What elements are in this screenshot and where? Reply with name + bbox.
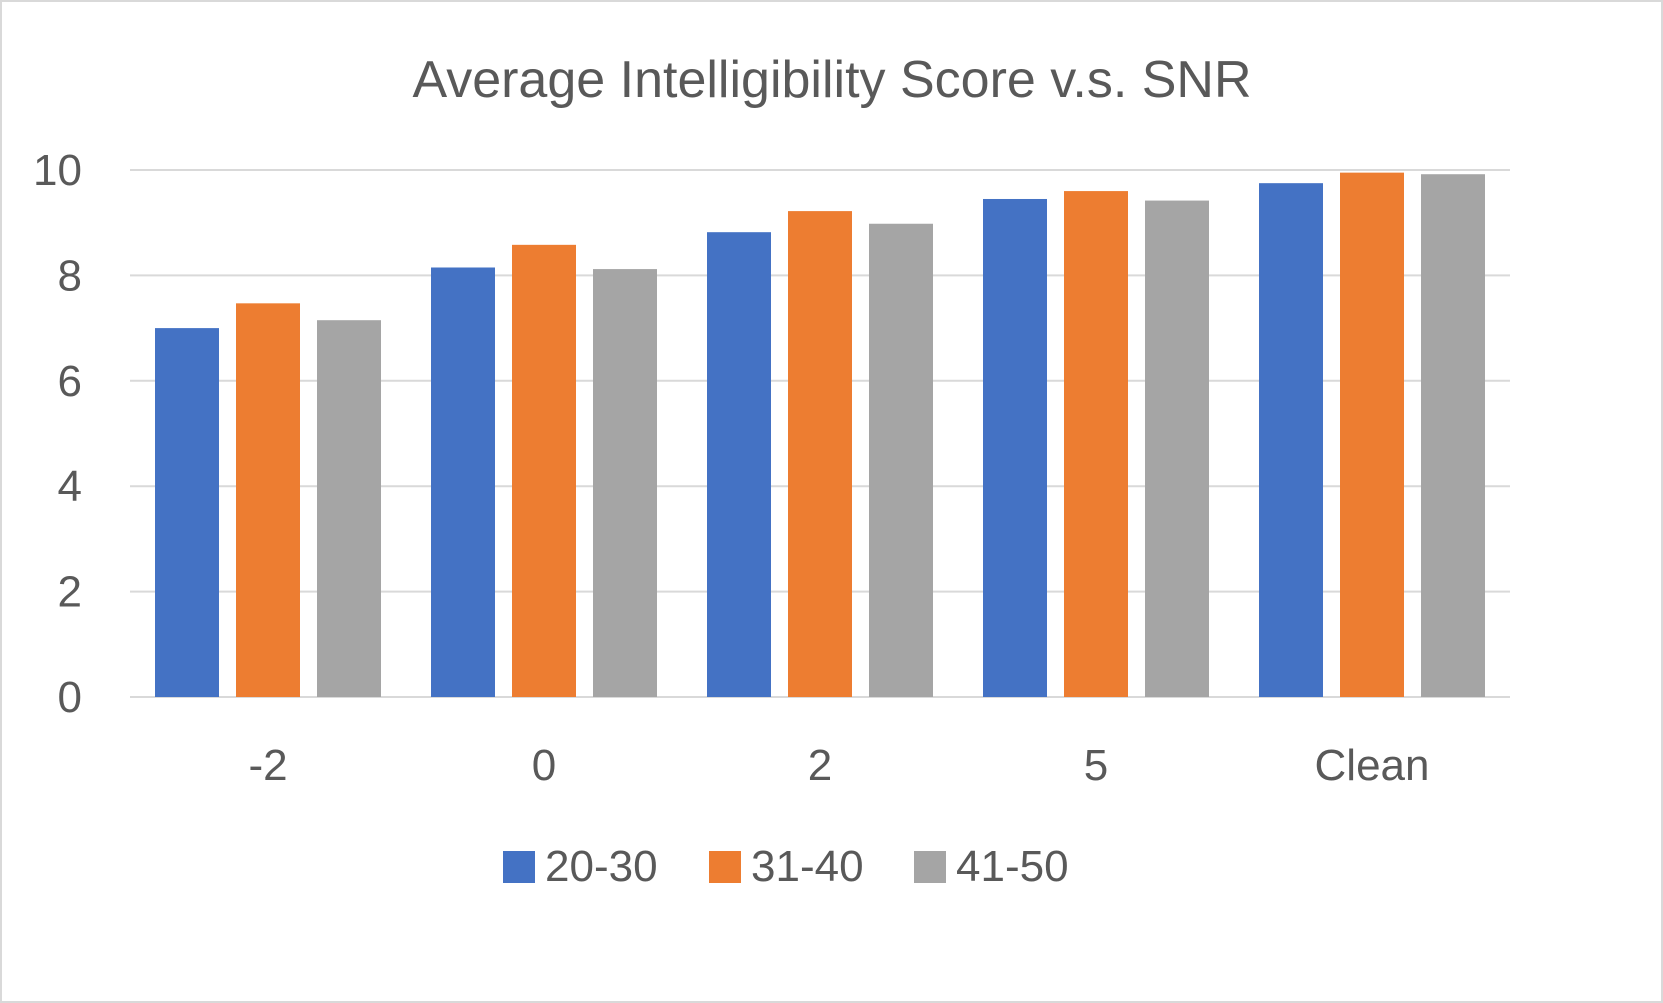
- legend: 20-30 31-40 41-50: [503, 842, 1069, 891]
- bar-41-50--2: [317, 320, 381, 697]
- x-tick-label: -2: [248, 741, 287, 790]
- x-tick-label: 2: [808, 741, 832, 790]
- bar-41-50-Clean: [1421, 174, 1485, 697]
- legend-label: 20-30: [545, 842, 658, 891]
- bars: [155, 172, 1485, 698]
- bar-41-50-2: [869, 223, 933, 697]
- x-tick-label: 5: [1084, 741, 1108, 790]
- bar-31-40-Clean: [1340, 172, 1404, 697]
- chart-title: Average Intelligibility Score v.s. SNR: [412, 51, 1251, 109]
- bar-20-30-Clean: [1259, 183, 1323, 698]
- y-tick-label: 6: [58, 357, 82, 406]
- y-tick-label: 4: [58, 462, 82, 511]
- legend-swatch-20-30: [503, 851, 535, 883]
- legend-swatch-31-40: [709, 851, 741, 883]
- legend-label: 31-40: [751, 842, 864, 891]
- bar-31-40-2: [788, 211, 852, 697]
- bar-31-40-0: [512, 244, 576, 698]
- y-tick-label: 10: [33, 146, 82, 195]
- y-tick-label: 2: [58, 568, 82, 617]
- x-tick-label: Clean: [1315, 741, 1430, 790]
- y-tick-label: 8: [58, 251, 82, 300]
- x-tick-label: 0: [532, 741, 556, 790]
- bar-20-30-2: [707, 232, 771, 697]
- bar-41-50-0: [593, 269, 657, 697]
- bar-20-30-5: [983, 198, 1047, 698]
- x-tick-labels: -2 0 2 5 Clean: [248, 741, 1429, 790]
- bar-31-40--2: [236, 303, 300, 697]
- y-tick-labels: 0 2 4 6 8 10: [33, 146, 82, 722]
- legend-label: 41-50: [956, 842, 1069, 891]
- y-tick-label: 0: [58, 673, 82, 722]
- legend-swatch-41-50: [914, 851, 946, 883]
- bar-20-30-0: [431, 267, 495, 697]
- bar-41-50-5: [1145, 200, 1209, 698]
- bar-20-30--2: [155, 328, 219, 697]
- bar-31-40-5: [1064, 191, 1128, 697]
